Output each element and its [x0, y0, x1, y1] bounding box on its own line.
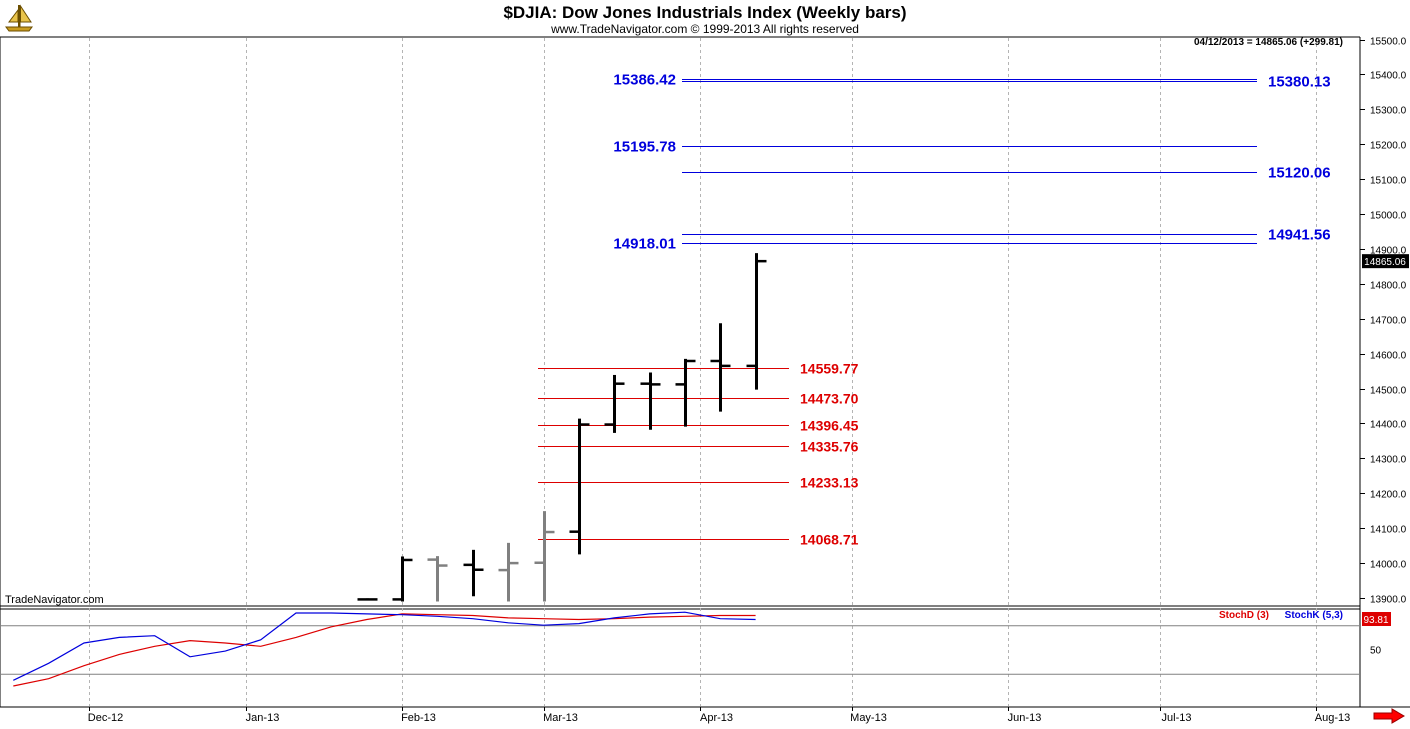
price-levels: 15386.42 15380.13 15195.78 15120.06 14941.56… [538, 72, 1331, 548]
watermark-text: TradeNavigator.com [5, 594, 104, 606]
ohlc-bar [392, 556, 413, 602]
x-tick-label: Aug-13 [1315, 712, 1350, 724]
x-tick-label: Jul-13 [1162, 712, 1192, 724]
y-tick-label: 15500.0 [1370, 37, 1407, 48]
last-quote-text: 04/12/2013 = 14865.06 (+299.81) [1194, 37, 1343, 48]
price-level-label: 14918.01 [613, 236, 676, 253]
y-tick-label: 14700.0 [1370, 316, 1407, 327]
x-tick-label: Feb-13 [401, 712, 436, 724]
price-level-label: 15380.13 [1268, 74, 1331, 91]
ohlc-bar [569, 418, 590, 555]
stoch-last-value-label: 93.81 [1363, 615, 1388, 626]
ohlc-bar [498, 542, 519, 602]
stoch-series-line [13, 613, 756, 687]
y-tick-label: 14800.0 [1370, 281, 1407, 292]
price-level-label: 14335.76 [800, 439, 859, 455]
y-tick-label: 15400.0 [1370, 71, 1407, 82]
y-tick-label: 14000.0 [1370, 560, 1407, 571]
y-tick-label: 14900.0 [1370, 246, 1407, 257]
price-level-label: 14473.70 [800, 391, 859, 407]
y-tick-label: 13900.0 [1370, 595, 1407, 606]
price-level-label: 14941.56 [1268, 227, 1331, 244]
stoch-legend-k: StochK (5,3) [1285, 610, 1343, 621]
last-price-label: 14865.06 [1364, 257, 1406, 268]
price-level-label: 15120.06 [1268, 165, 1331, 182]
x-tick-label: Dec-12 [88, 712, 123, 724]
y-tick-label: 14300.0 [1370, 455, 1407, 466]
y-tick-label: 14500.0 [1370, 386, 1407, 397]
y-tick-label: 15100.0 [1370, 176, 1407, 187]
price-level-label: 14559.77 [800, 361, 859, 377]
ohlc-bar [357, 598, 378, 601]
price-level-label: 14233.13 [800, 475, 859, 491]
ohlc-bar [463, 549, 484, 597]
price-level-label: 14068.71 [800, 532, 859, 548]
y-tick-label: 15000.0 [1370, 211, 1407, 222]
ohlc-bar [427, 556, 448, 602]
y-tick-label: 14200.0 [1370, 490, 1407, 501]
y-tick-label: 15200.0 [1370, 141, 1407, 152]
y-tick-label: 15300.0 [1370, 106, 1407, 117]
y-tick-label: 14100.0 [1370, 525, 1407, 536]
ohlc-bar [710, 323, 731, 412]
x-tick-label: Jun-13 [1008, 712, 1042, 724]
ohlc-bar [746, 253, 767, 390]
stochastic-panel: 50100StochD (3)StochK (5,3)93.81 [0, 610, 1391, 687]
ohlc-bar [640, 372, 661, 430]
x-tick-label: Jan-13 [246, 712, 280, 724]
price-level-label: 14396.45 [800, 418, 859, 434]
price-level-label: 15386.42 [613, 72, 676, 89]
scroll-right-arrow-icon[interactable] [1372, 708, 1406, 724]
x-tick-label: Apr-13 [700, 712, 733, 724]
y-tick-label: 14600.0 [1370, 351, 1407, 362]
tradenavigator-logo-icon [2, 1, 36, 33]
stoch-series-line [13, 611, 756, 681]
ohlc-bars [357, 253, 767, 602]
x-tick-label: Mar-13 [543, 712, 578, 724]
last-price-box [1362, 254, 1409, 269]
stoch-legend-d: StochD (3) [1219, 610, 1269, 621]
ohlc-bar [534, 511, 555, 602]
ohlc-bar [675, 358, 696, 427]
chart-title: $DJIA: Dow Jones Industrials Index (Week… [503, 3, 907, 22]
stoch-last-value-box [1362, 612, 1391, 626]
price-level-label: 15195.78 [613, 139, 676, 156]
copyright-subtitle: www.TradeNavigator.com © 1999-2013 All r… [551, 22, 859, 36]
ohlc-bar [604, 374, 625, 433]
x-tick-label: May-13 [850, 712, 887, 724]
y-tick-label: 14400.0 [1370, 420, 1407, 431]
stoch-tick-label: 50 [1370, 646, 1382, 657]
axis-labels: Dec-12 Jan-13 Feb-13 Mar-13 Apr-13 May-13 Jun-… [88, 37, 1409, 724]
